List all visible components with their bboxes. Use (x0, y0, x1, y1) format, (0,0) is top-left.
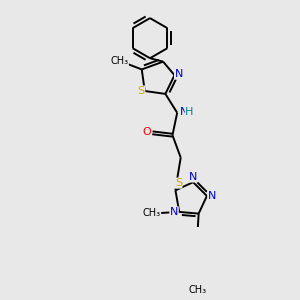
Text: N: N (175, 69, 183, 79)
Text: N: N (189, 172, 197, 182)
Text: CH₃: CH₃ (110, 56, 128, 66)
Text: N: N (208, 191, 216, 201)
Text: S: S (138, 86, 145, 96)
Text: N: N (170, 207, 178, 217)
Text: CH₃: CH₃ (142, 208, 161, 218)
Text: O: O (142, 127, 151, 137)
Text: CH₃: CH₃ (188, 285, 206, 295)
Text: N: N (180, 106, 188, 117)
Text: H: H (185, 106, 194, 117)
Text: S: S (175, 178, 182, 188)
